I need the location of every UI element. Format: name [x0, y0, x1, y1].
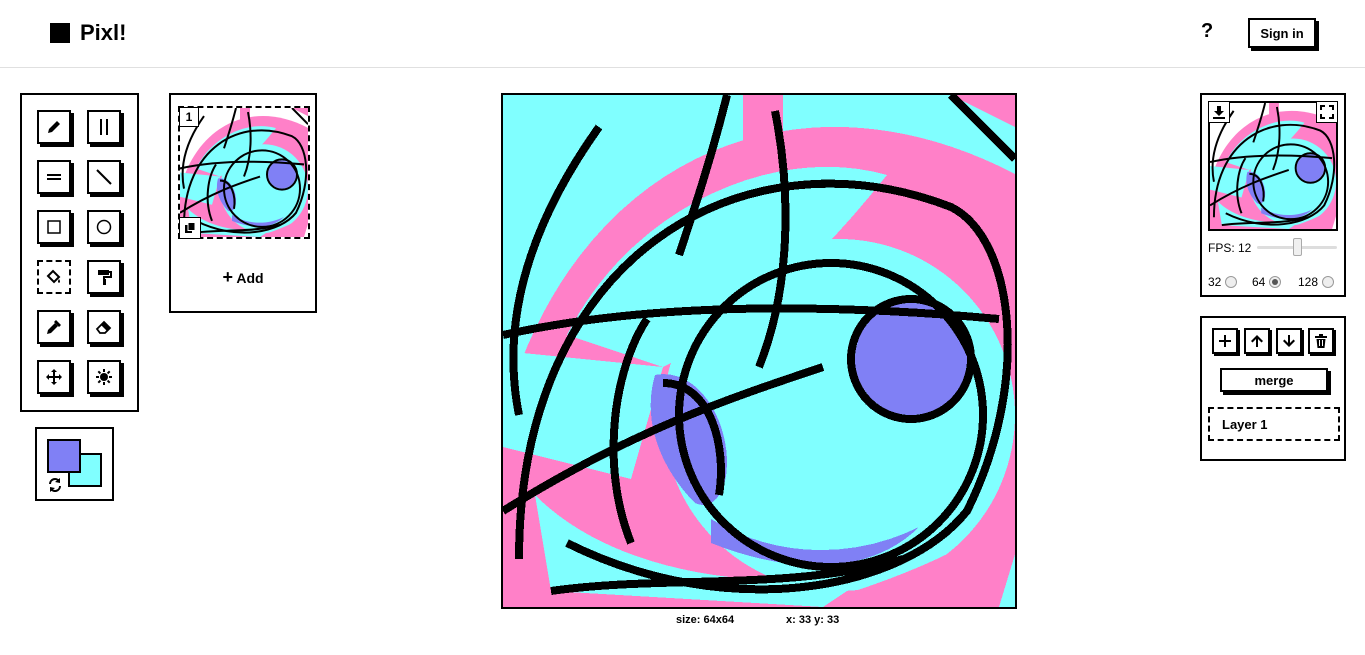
duplicate-frame-button[interactable] — [179, 217, 201, 239]
size-option-32[interactable]: 32 — [1208, 275, 1238, 289]
canvas-size-label: size: 64x64 — [676, 614, 735, 626]
radio-button[interactable] — [1269, 276, 1282, 288]
circle-icon — [96, 219, 112, 235]
vertical-mirror-tool[interactable] — [87, 110, 121, 144]
size-option-label: 32 — [1208, 275, 1222, 289]
preview-panel: FPS: 12 32 64 128 — [1200, 93, 1346, 297]
radio-button[interactable] — [1225, 276, 1238, 288]
app-header: Pixl! ? Sign in — [0, 0, 1365, 68]
move-layer-down-button[interactable] — [1276, 328, 1302, 354]
preview-artwork — [1210, 103, 1336, 229]
paint-roller-tool[interactable] — [87, 260, 121, 294]
horizontal-mirror-tool[interactable] — [37, 160, 71, 194]
eyedropper-icon — [47, 320, 61, 334]
fill-tool[interactable] — [37, 260, 71, 294]
move-tool[interactable] — [37, 360, 71, 394]
frame-thumbnail[interactable] — [178, 106, 310, 239]
move-layer-up-button[interactable] — [1244, 328, 1270, 354]
add-frame-label: Add — [236, 270, 264, 286]
animation-preview — [1208, 101, 1338, 231]
square-icon — [47, 220, 61, 234]
pencil-icon — [48, 121, 60, 133]
plus-icon: + — [222, 267, 233, 287]
download-icon — [1213, 106, 1225, 119]
size-option-label: 64 — [1252, 275, 1266, 289]
fullscreen-button[interactable] — [1316, 101, 1338, 123]
copy-icon — [185, 222, 196, 233]
line-tool[interactable] — [87, 160, 121, 194]
logo-square-icon — [50, 23, 70, 43]
drawing-canvas[interactable] — [501, 93, 1017, 609]
frame-artwork — [180, 108, 308, 237]
arrow-down-icon — [1283, 335, 1295, 347]
pencil-tool[interactable] — [37, 110, 71, 144]
app-title: Pixl! — [80, 20, 127, 45]
eyedropper-tool[interactable] — [37, 310, 71, 344]
rectangle-tool[interactable] — [37, 210, 71, 244]
color-panel — [35, 427, 114, 501]
add-layer-button[interactable] — [1212, 328, 1238, 354]
canvas-artwork — [503, 95, 1015, 607]
size-option-128[interactable]: 128 — [1298, 275, 1335, 289]
logo[interactable]: Pixl! — [50, 20, 126, 46]
size-option-64[interactable]: 64 — [1252, 275, 1282, 289]
arrow-up-icon — [1251, 335, 1263, 347]
eraser-tool[interactable] — [87, 310, 121, 344]
circle-tool[interactable] — [87, 210, 121, 244]
brightness-tool[interactable] — [87, 360, 121, 394]
delete-layer-button[interactable] — [1308, 328, 1334, 354]
merge-layers-button[interactable]: merge — [1220, 368, 1328, 392]
eraser-icon — [95, 320, 112, 334]
frames-panel: 1 + Add — [169, 93, 317, 313]
paint-bucket-icon — [46, 269, 61, 284]
frame-number: 1 — [179, 107, 199, 127]
paint-roller-icon — [98, 270, 112, 285]
layers-panel: merge Layer 1 — [1200, 316, 1346, 461]
fps-slider-handle[interactable] — [1293, 238, 1302, 256]
sign-in-button[interactable]: Sign in — [1248, 18, 1316, 48]
swap-colors-icon[interactable] — [47, 477, 63, 493]
size-option-label: 128 — [1298, 275, 1319, 289]
cursor-coords-label: x: 33 y: 33 — [786, 614, 840, 626]
vertical-lines-icon — [100, 119, 108, 135]
add-frame-button[interactable]: + Add — [171, 267, 315, 288]
radio-button[interactable] — [1322, 276, 1335, 288]
plus-icon — [1219, 335, 1231, 347]
fullscreen-icon — [1320, 105, 1334, 119]
primary-color-swatch[interactable] — [47, 439, 81, 473]
horizontal-lines-icon — [47, 174, 61, 180]
line-icon — [96, 169, 112, 185]
fps-label: FPS: 12 — [1208, 241, 1252, 255]
tools-panel — [20, 93, 139, 412]
download-button[interactable] — [1208, 101, 1230, 123]
move-arrows-icon — [46, 369, 62, 385]
sun-icon — [96, 369, 112, 385]
trash-icon — [1315, 334, 1327, 348]
layer-item[interactable]: Layer 1 — [1208, 407, 1340, 441]
help-button[interactable]: ? — [1201, 20, 1214, 42]
